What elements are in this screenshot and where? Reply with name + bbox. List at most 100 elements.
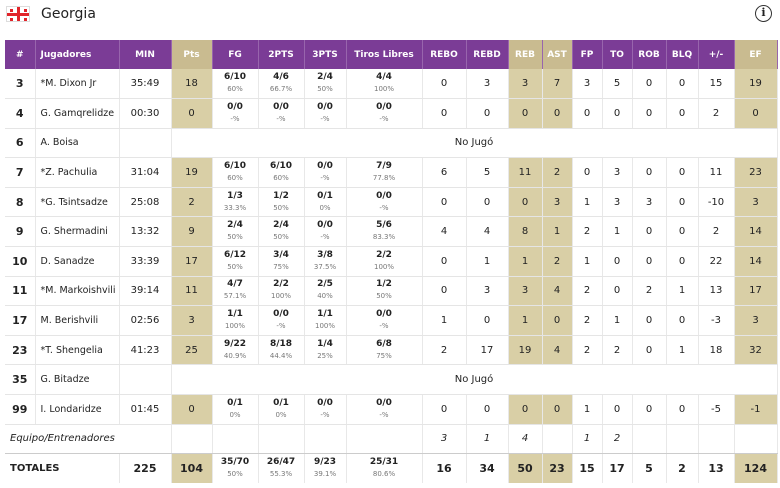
fg-cell-percent: 57.1% bbox=[223, 292, 247, 301]
p2-cell: 2/4 50% bbox=[258, 216, 305, 248]
table-row[interactable]: 8 *G. Tsintsadze 25:08 2 1/3 33.3% 1/2 50% 0/1 0%… bbox=[5, 187, 778, 218]
p2-cell-made: 4/6 bbox=[273, 72, 289, 83]
column-header-reb[interactable]: REB bbox=[508, 40, 543, 69]
plus-minus-cell: -5 bbox=[698, 394, 735, 425]
ft-cell: 25/31 80.6% bbox=[346, 453, 423, 484]
column-header-rebd[interactable]: REBD bbox=[466, 40, 509, 69]
ft-cell: 0/0 -% bbox=[346, 305, 423, 336]
to-cell: 3 bbox=[602, 187, 633, 218]
table-row[interactable]: 99 I. Londaridze 01:45 0 0/1 0% 0/1 0% 0/0 -% 0/0-… bbox=[5, 394, 778, 425]
rebo-cell: 0 bbox=[422, 98, 467, 129]
min-cell: 225 bbox=[119, 453, 172, 484]
ast-cell: 1 bbox=[542, 216, 573, 248]
column-header-to[interactable]: TO bbox=[602, 40, 633, 69]
p2-cell: 26/47 55.3% bbox=[258, 453, 305, 484]
rebo-cell: 3 bbox=[422, 424, 467, 455]
empty-cell bbox=[258, 424, 305, 455]
p2-cell-made: 2/4 bbox=[273, 220, 289, 231]
ft-cell-made: 1/2 bbox=[376, 279, 392, 290]
fg-cell-percent: 0% bbox=[229, 410, 241, 419]
ast-cell: 3 bbox=[542, 187, 573, 218]
rebo-cell: 6 bbox=[422, 157, 467, 188]
rebo-cell: 0 bbox=[422, 394, 467, 425]
column-header-rob[interactable]: ROB bbox=[632, 40, 667, 69]
fg-cell-made: 6/12 bbox=[223, 249, 247, 260]
column-header-ast[interactable]: AST bbox=[542, 40, 573, 69]
table-row[interactable]: 4 G. Gamqrelidze 00:30 0 0/0 -% 0/0 -% 0/0 -% 0/0-… bbox=[5, 98, 778, 129]
ef-cell: 124 bbox=[734, 453, 778, 484]
ef-cell: 32 bbox=[734, 335, 778, 366]
table-row[interactable]: 17 M. Berishvili 02:56 3 1/1 100% 0/0 -% 1/1 100%… bbox=[5, 305, 778, 336]
to-cell: 5 bbox=[602, 69, 633, 100]
table-row[interactable]: 10 D. Sanadze 33:39 17 6/12 50% 3/4 75% 3/8 37.5%… bbox=[5, 246, 778, 277]
p3-cell-percent: 40% bbox=[317, 292, 333, 301]
player-name: I. Londaridze bbox=[35, 394, 120, 425]
ef-cell: 14 bbox=[734, 216, 778, 248]
to-cell: 0 bbox=[602, 276, 633, 307]
to-cell: 3 bbox=[602, 157, 633, 188]
p2-cell: 4/6 66.7% bbox=[258, 69, 305, 100]
column-header-2pts[interactable]: 2PTS bbox=[258, 40, 305, 69]
table-row[interactable]: 23 *T. Shengelia 41:23 25 9/22 40.9% 8/18 44.4%… bbox=[5, 335, 778, 366]
ast-cell: 23 bbox=[542, 453, 573, 484]
table-row[interactable]: 3 *M. Dixon Jr 35:49 18 6/10 60% 4/6 66.7% 2/4 50… bbox=[5, 69, 778, 100]
column-header-pts[interactable]: Pts bbox=[171, 40, 213, 69]
p3-cell: 2/4 50% bbox=[304, 69, 347, 100]
fg-cell: 6/10 60% bbox=[212, 69, 259, 100]
fp-cell: 0 bbox=[572, 157, 603, 188]
ft-cell-made: 0/0 bbox=[376, 190, 392, 201]
team-coaches-row: Equipo/Entrenadores 3 1 4 1 2 bbox=[5, 424, 778, 455]
column-header-fp[interactable]: FP bbox=[572, 40, 603, 69]
reb-cell: 50 bbox=[508, 453, 543, 484]
table-row[interactable]: 6 A. Boisa No Jugó bbox=[5, 128, 778, 159]
info-icon[interactable]: i bbox=[755, 5, 772, 22]
plus-minus-cell: 22 bbox=[698, 246, 735, 277]
column-header-ef[interactable]: EF bbox=[734, 40, 778, 69]
rob-cell: 3 bbox=[632, 187, 667, 218]
table-row[interactable]: 35 G. Bitadze No Jugó bbox=[5, 364, 778, 396]
column-header-min[interactable]: MIN bbox=[119, 40, 172, 69]
rebd-cell: 1 bbox=[466, 246, 509, 277]
plus-minus-cell: 13 bbox=[698, 453, 735, 484]
column-header-jugadores[interactable]: Jugadores bbox=[35, 40, 120, 69]
empty-cell bbox=[734, 424, 778, 455]
table-row[interactable]: 7 *Z. Pachulia 31:04 19 6/10 60% 6/10 60% 0/0 -% 7… bbox=[5, 157, 778, 188]
fg-cell-percent: -% bbox=[230, 114, 240, 123]
plus-minus-cell: 13 bbox=[698, 276, 735, 307]
min-cell: 31:04 bbox=[119, 157, 172, 188]
column-header-blq[interactable]: BLQ bbox=[666, 40, 699, 69]
table-row[interactable]: 9 G. Shermadini 13:32 9 2/4 50% 2/4 50% 0/0 -% 5/6… bbox=[5, 216, 778, 248]
min-cell bbox=[119, 364, 172, 396]
to-cell: 1 bbox=[602, 216, 633, 248]
p3-cell-percent: 0% bbox=[319, 203, 331, 212]
fg-cell-percent: 50% bbox=[227, 262, 243, 271]
ft-cell-percent: 75% bbox=[376, 351, 392, 360]
plus-minus-cell: 15 bbox=[698, 69, 735, 100]
p3-cell-made: 0/0 bbox=[317, 220, 333, 231]
ast-cell: 4 bbox=[542, 335, 573, 366]
fg-cell: 35/70 50% bbox=[212, 453, 259, 484]
p3-cell: 0/0 -% bbox=[304, 216, 347, 248]
table-row[interactable]: 11 *M. Markoishvili 39:14 11 4/7 57.1% 2/2 100%… bbox=[5, 276, 778, 307]
min-cell: 02:56 bbox=[119, 305, 172, 336]
to-cell: 1 bbox=[602, 305, 633, 336]
column-header--[interactable]: +/- bbox=[698, 40, 735, 69]
rebo-cell: 2 bbox=[422, 335, 467, 366]
blq-cell: 0 bbox=[666, 187, 699, 218]
ft-cell: 0/0 -% bbox=[346, 98, 423, 129]
to-cell: 0 bbox=[602, 394, 633, 425]
column-header-rebo[interactable]: REBO bbox=[422, 40, 467, 69]
ef-cell: 23 bbox=[734, 157, 778, 188]
ft-cell: 5/6 83.3% bbox=[346, 216, 423, 248]
rebd-cell: 5 bbox=[466, 157, 509, 188]
fg-cell: 2/4 50% bbox=[212, 216, 259, 248]
column-header-tiros-libres[interactable]: Tiros Libres bbox=[346, 40, 423, 69]
column-header-fg[interactable]: FG bbox=[212, 40, 259, 69]
column-header-number[interactable]: # bbox=[5, 40, 36, 69]
ft-cell-percent: -% bbox=[379, 203, 389, 212]
reb-cell: 1 bbox=[508, 305, 543, 336]
to-cell: 2 bbox=[602, 424, 633, 455]
fp-cell: 15 bbox=[572, 453, 603, 484]
column-header-3pts[interactable]: 3PTS bbox=[304, 40, 347, 69]
fp-cell: 0 bbox=[572, 98, 603, 129]
